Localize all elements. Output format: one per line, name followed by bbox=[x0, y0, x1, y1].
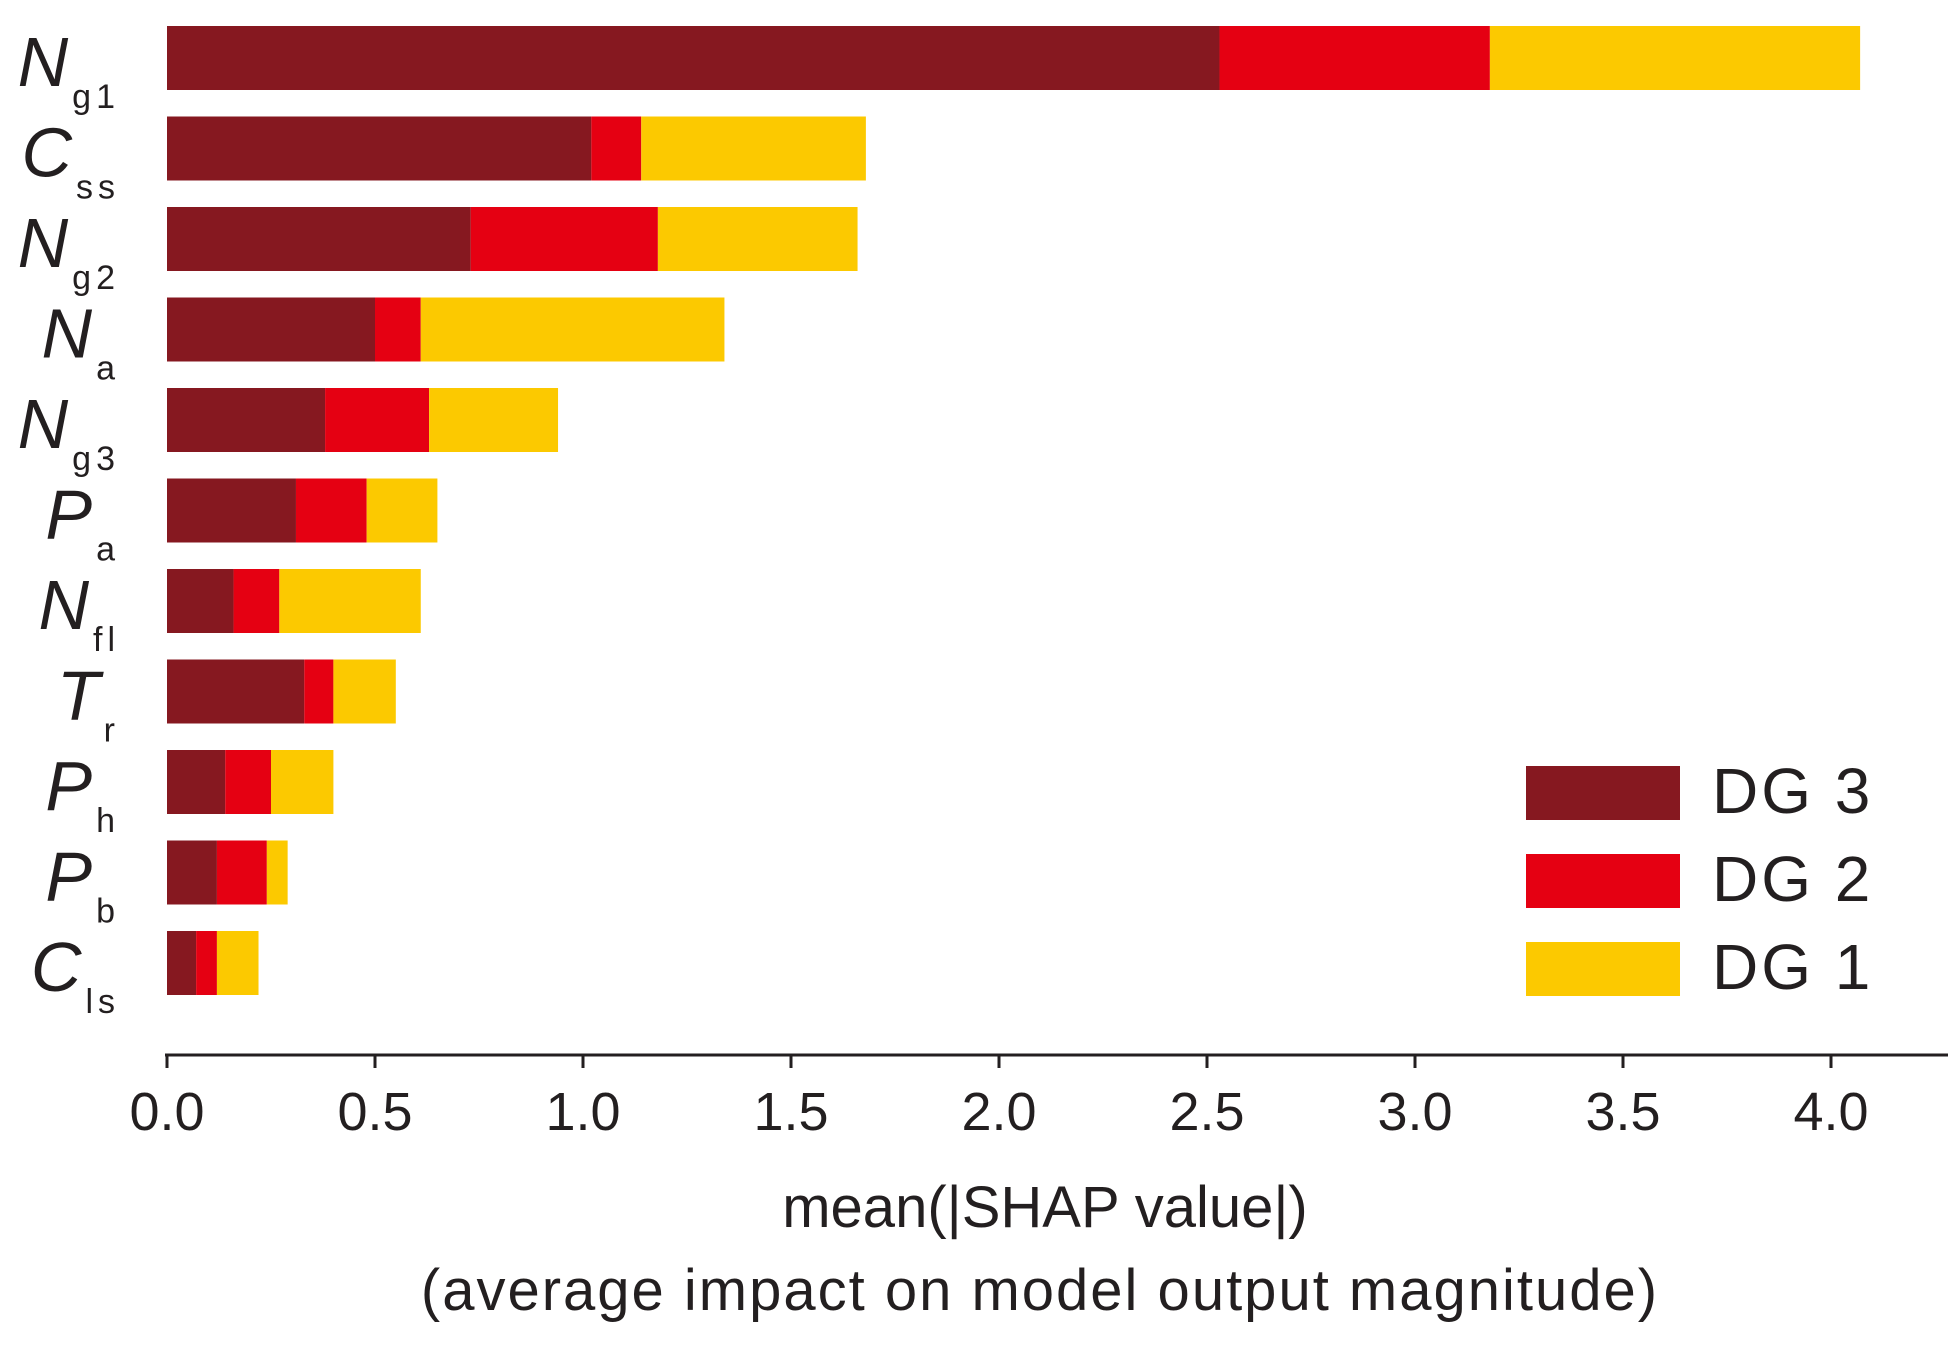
legend: DG 3 DG 2 DG 1 bbox=[1526, 755, 1873, 1003]
bar-dg3-css bbox=[167, 116, 592, 181]
legend-swatch-dg2 bbox=[1526, 854, 1680, 908]
bar-dg2-ng2 bbox=[470, 207, 658, 271]
legend-label-dg1: DG 1 bbox=[1712, 931, 1873, 1003]
bar-dg1-tr bbox=[333, 659, 396, 724]
bars-group bbox=[167, 26, 1861, 995]
feature-symbol: N bbox=[18, 204, 69, 282]
bar-dg3-cls bbox=[167, 931, 197, 995]
feature-symbol: C bbox=[21, 114, 72, 192]
feature-subscript: ls bbox=[85, 983, 120, 1021]
bar-dg1-ng3 bbox=[429, 388, 559, 452]
feature-symbol: P bbox=[45, 838, 92, 916]
feature-symbol: P bbox=[45, 476, 92, 554]
x-axis-ticks: 0.0 0.5 1.0 1.5 2.0 2.5 3.0 3.5 4.0 bbox=[129, 1055, 1869, 1142]
bar-dg2-pa bbox=[295, 478, 367, 543]
x-axis-title: mean(|SHAP value|) bbox=[782, 1175, 1308, 1240]
bar-dg1-ph bbox=[271, 750, 334, 814]
feature-symbol: N bbox=[18, 385, 69, 463]
bar-dg1-na bbox=[420, 297, 725, 362]
legend-label-dg2: DG 2 bbox=[1712, 843, 1873, 915]
bar-dg3-tr bbox=[167, 659, 305, 724]
feature-subscript: fl bbox=[93, 621, 120, 659]
bar-dg2-css bbox=[591, 116, 642, 181]
bar-dg3-ng3 bbox=[167, 388, 326, 452]
x-tick-label: 1.5 bbox=[753, 1082, 828, 1142]
bar-dg1-ng2 bbox=[657, 207, 858, 271]
feature-symbol: P bbox=[45, 747, 92, 825]
x-tick-label: 0.5 bbox=[337, 1082, 412, 1142]
bar-dg2-cls bbox=[196, 931, 217, 995]
bar-dg1-ng1 bbox=[1489, 26, 1861, 90]
bar-dg1-css bbox=[641, 116, 866, 181]
bar-dg2-pb bbox=[216, 840, 267, 905]
bar-dg1-pa bbox=[366, 478, 438, 543]
bar-dg2-ng3 bbox=[325, 388, 430, 452]
feature-subscript: g1 bbox=[72, 78, 120, 116]
x-tick-label: 0.0 bbox=[129, 1082, 204, 1142]
bar-dg3-pa bbox=[167, 478, 296, 543]
feature-subscript: a bbox=[96, 531, 120, 569]
bar-dg2-na bbox=[375, 297, 421, 362]
feature-symbol: C bbox=[31, 928, 82, 1006]
x-axis-subtitle: (average impact on model output magnitud… bbox=[421, 1258, 1659, 1323]
legend-swatch-dg1 bbox=[1526, 942, 1680, 996]
x-tick-label: 4.0 bbox=[1793, 1082, 1868, 1142]
legend-label-dg3: DG 3 bbox=[1712, 755, 1873, 827]
feature-subscript: a bbox=[96, 350, 120, 388]
feature-symbol: N bbox=[38, 566, 89, 644]
bar-dg3-nfl bbox=[167, 569, 234, 633]
bar-dg1-nfl bbox=[279, 569, 421, 633]
feature-subscript: g3 bbox=[72, 440, 120, 478]
feature-subscript: ss bbox=[76, 169, 120, 207]
bar-dg3-ng2 bbox=[167, 207, 471, 271]
feature-subscript: r bbox=[104, 712, 120, 750]
x-tick-label: 2.0 bbox=[961, 1082, 1036, 1142]
feature-subscript: b bbox=[96, 893, 120, 931]
legend-swatch-dg3 bbox=[1526, 766, 1680, 820]
bar-dg3-ph bbox=[167, 750, 226, 814]
x-tick-label: 3.5 bbox=[1585, 1082, 1660, 1142]
bar-dg2-tr bbox=[304, 659, 334, 724]
bar-dg2-ph bbox=[225, 750, 271, 814]
bar-dg2-nfl bbox=[233, 569, 280, 633]
bar-dg1-pb bbox=[266, 840, 288, 905]
bar-dg1-cls bbox=[216, 931, 259, 995]
x-tick-label: 2.5 bbox=[1169, 1082, 1244, 1142]
bar-dg3-pb bbox=[167, 840, 217, 905]
x-tick-label: 3.0 bbox=[1377, 1082, 1452, 1142]
feature-symbol: T bbox=[57, 657, 104, 735]
feature-symbol: N bbox=[18, 23, 69, 101]
bar-dg3-ng1 bbox=[167, 26, 1220, 90]
feature-subscript: h bbox=[96, 802, 120, 840]
bar-dg3-na bbox=[167, 297, 375, 362]
feature-symbol: N bbox=[42, 295, 93, 373]
bar-dg2-ng1 bbox=[1219, 26, 1490, 90]
x-tick-label: 1.0 bbox=[545, 1082, 620, 1142]
feature-subscript: g2 bbox=[72, 259, 120, 297]
